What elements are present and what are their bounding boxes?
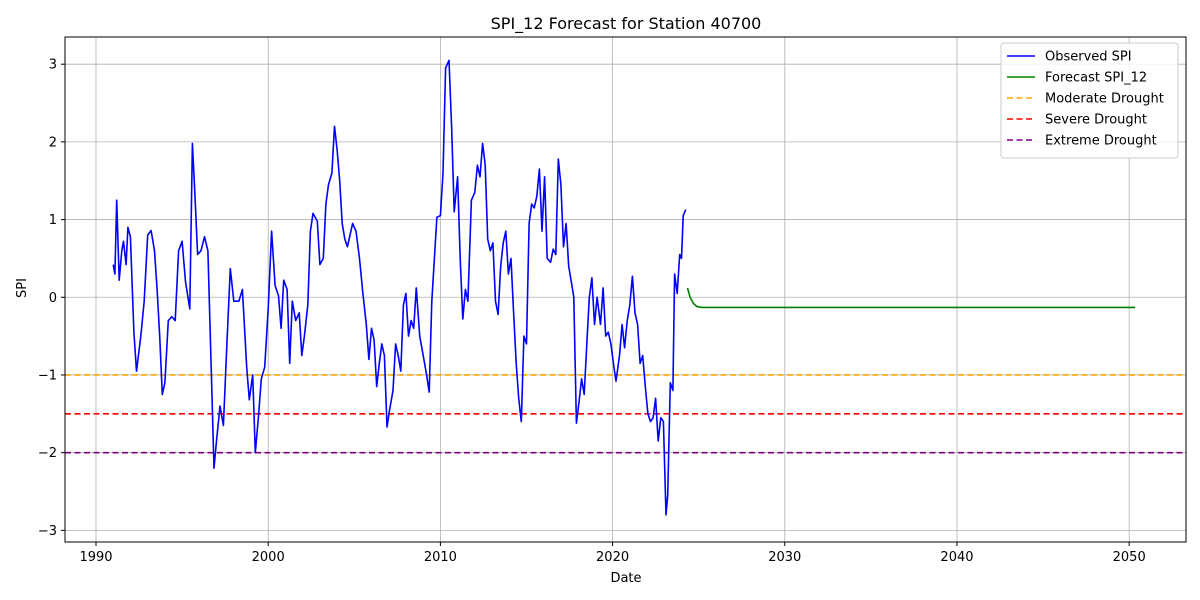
y-tick-label: −2 [38, 446, 57, 461]
y-axis-label: SPI [15, 278, 30, 298]
x-axis-label: Date [610, 571, 641, 586]
legend-label: Severe Drought [1045, 113, 1147, 128]
y-tick-label: 0 [49, 291, 57, 306]
x-tick-label: 1990 [79, 550, 112, 565]
legend-label: Observed SPI [1045, 50, 1132, 65]
legend-label: Extreme Drought [1045, 134, 1157, 149]
legend-label: Forecast SPI_12 [1045, 71, 1147, 86]
legend-label: Moderate Drought [1045, 92, 1164, 107]
legend: Observed SPI Forecast SPI_12 Moderate Drou… [1000, 42, 1179, 159]
x-tick-label: 2030 [768, 550, 801, 565]
x-tick-label: 2010 [424, 550, 457, 565]
x-tick-label: 2020 [596, 550, 629, 565]
chart-title: SPI_12 Forecast for Station 40700 [491, 14, 762, 34]
y-tick-label: 1 [49, 213, 57, 228]
observed-spi-line [112, 59, 687, 516]
y-tick-label: 2 [49, 135, 57, 150]
y-tick-label: −1 [38, 368, 57, 383]
y-tick-label: −3 [38, 524, 57, 539]
x-tick-label: 2040 [940, 550, 973, 565]
y-axis-ticks: −3 −2 −1 0 1 2 3 [38, 58, 65, 539]
legend-box [1000, 42, 1179, 159]
x-tick-label: 2050 [1113, 550, 1146, 565]
series-lines [112, 59, 1136, 516]
drought-thresholds [65, 374, 1186, 454]
plot-frame [64, 36, 1187, 543]
x-tick-label: 2000 [252, 550, 285, 565]
y-tick-label: 3 [49, 58, 57, 73]
forecast-spi-12-line [686, 287, 1136, 309]
x-axis-ticks: 1990 2000 2010 2020 2030 2040 2050 [79, 542, 1146, 565]
